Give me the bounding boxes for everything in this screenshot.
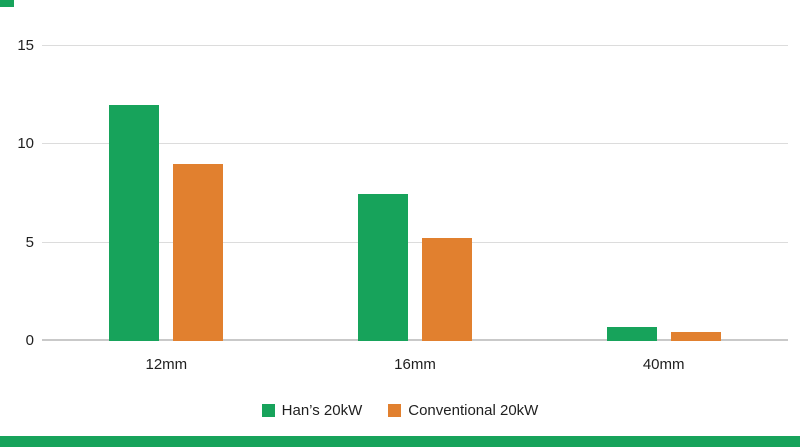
y-axis-tick-label-15: 15: [17, 37, 34, 54]
legend-swatch-icon: [388, 403, 402, 417]
legend-label: Han’s 20kW: [281, 401, 363, 419]
bar-40mm-series-2: [670, 332, 721, 341]
bar-16mm-series-2: [422, 237, 472, 341]
footer-stripe: [0, 436, 800, 447]
bar-40mm-series-1: [606, 327, 657, 341]
gridline-y-10: [42, 143, 788, 145]
y-axis-tick-label-10: 10: [17, 135, 34, 153]
gridline-y-15: [42, 45, 788, 46]
y-axis-tick-label-0: 0: [25, 332, 34, 349]
bar-12mm-series-2: [173, 164, 224, 341]
chart-legend: Han’s 20kW Conventional 20kW: [0, 398, 800, 422]
bar-12mm-series-1: [109, 105, 160, 341]
x-axis-category-label-12mm: 12mm: [145, 356, 188, 373]
x-axis-category-label-16mm: 16mm: [394, 356, 436, 373]
bar-16mm-series-1: [358, 193, 408, 341]
legend-label: Conventional 20kW: [408, 401, 539, 419]
corner-accent-mark: [0, 0, 14, 7]
x-axis-baseline: [42, 339, 788, 341]
legend-swatch-icon: [261, 403, 275, 417]
gridline-y-5: [42, 241, 788, 243]
plot-area: 0 5 10 15 12mm 16mm 40mm: [17, 8, 788, 373]
legend-item-2: Conventional 20kW: [388, 402, 538, 419]
legend-item-1: Han’s 20kW: [261, 401, 363, 419]
x-axis-category-label-40mm: 40mm: [642, 356, 685, 373]
y-axis-tick-label-5: 5: [25, 233, 34, 251]
